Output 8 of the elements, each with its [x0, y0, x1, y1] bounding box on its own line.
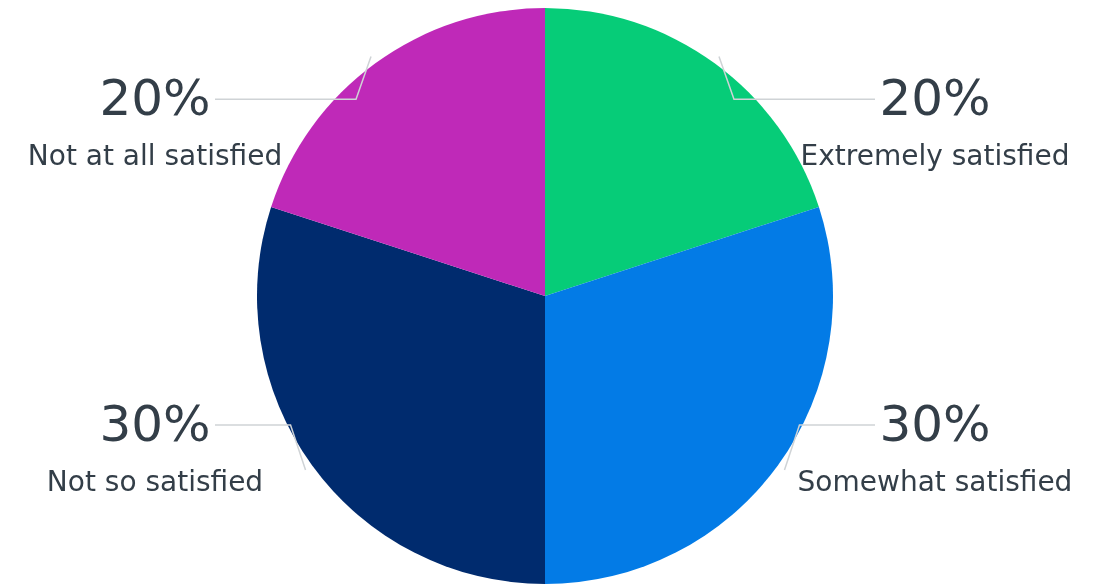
data-label: 30%: [879, 395, 991, 454]
slice-label: Somewhat satisfied: [797, 465, 1073, 499]
slice-label: Extremely satisfied: [800, 139, 1070, 173]
data-label: 30%: [99, 395, 211, 454]
data-label: 20%: [99, 69, 211, 128]
slice-label: Not so satisfied: [46, 465, 264, 499]
data-label: 20%: [879, 69, 991, 128]
slice-label: Not at all satisfied: [27, 139, 283, 173]
